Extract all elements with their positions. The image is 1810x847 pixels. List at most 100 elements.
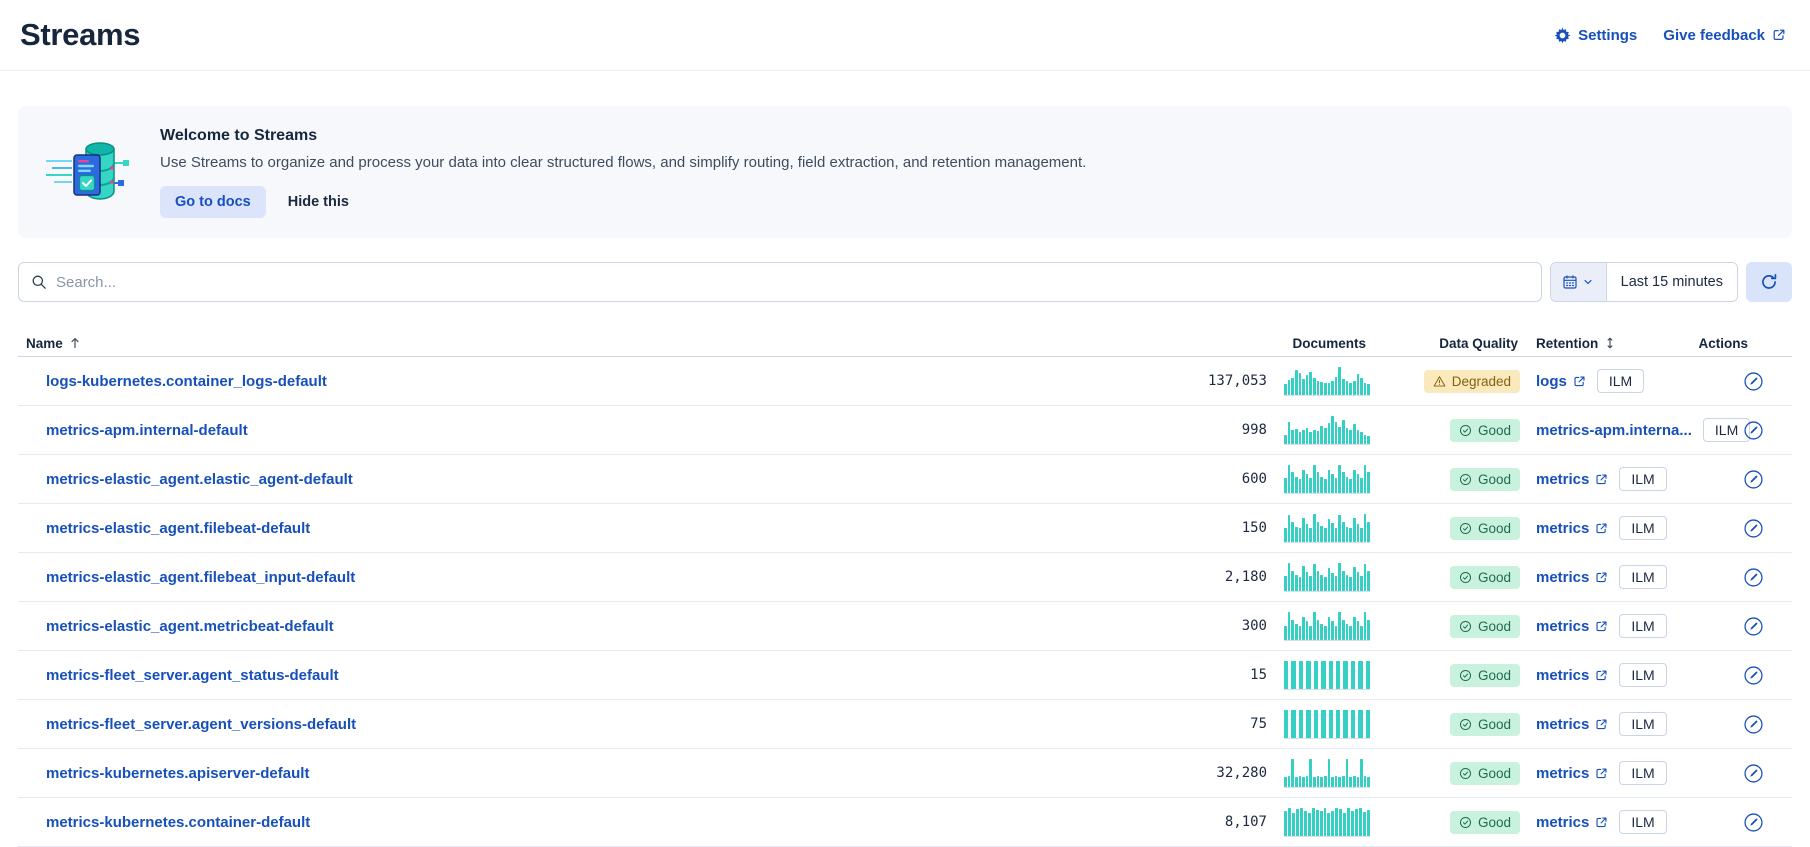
- column-header-name[interactable]: Name: [18, 336, 1070, 351]
- edit-circle-icon: [1744, 665, 1763, 685]
- retention-policy-link[interactable]: metrics: [1536, 667, 1608, 684]
- stream-name-link[interactable]: metrics-elastic_agent.elastic_agent-defa…: [46, 470, 353, 488]
- manage-stream-button[interactable]: [1744, 371, 1763, 391]
- welcome-banner: Welcome to Streams Use Streams to organi…: [18, 106, 1792, 238]
- manage-stream-button[interactable]: [1744, 518, 1763, 538]
- settings-link[interactable]: Settings: [1554, 27, 1637, 44]
- data-quality-badge: Good: [1449, 810, 1520, 834]
- data-quality-badge: Good: [1449, 712, 1520, 736]
- edit-circle-icon: [1744, 420, 1763, 440]
- streams-table: Name Documents Data Quality Retention: [18, 330, 1792, 847]
- stream-name-link[interactable]: metrics-apm.internal-default: [46, 421, 248, 439]
- page-title: Streams: [20, 17, 141, 52]
- retention-policy-label: metrics: [1536, 666, 1590, 684]
- table-row: metrics-kubernetes.apiserver-default 32,2…: [18, 749, 1792, 798]
- stream-name-link[interactable]: metrics-elastic_agent.filebeat_input-def…: [46, 568, 356, 586]
- manage-stream-button[interactable]: [1744, 616, 1763, 636]
- column-header-retention[interactable]: Retention: [1520, 336, 1732, 351]
- hide-this-button[interactable]: Hide this: [287, 193, 349, 210]
- external-link-icon: [1595, 718, 1608, 731]
- go-to-docs-button[interactable]: Go to docs: [160, 185, 266, 218]
- documents-count: 137,053: [1207, 373, 1267, 389]
- edit-circle-icon: [1744, 469, 1763, 489]
- stream-name-link[interactable]: metrics-kubernetes.apiserver-default: [46, 764, 310, 782]
- data-quality-label: Good: [1477, 471, 1511, 487]
- documents-sparkline: [1284, 660, 1371, 690]
- retention-policy-link[interactable]: metrics: [1536, 716, 1608, 733]
- manage-stream-button[interactable]: [1744, 665, 1763, 685]
- give-feedback-link[interactable]: Give feedback: [1663, 27, 1786, 44]
- manage-stream-button[interactable]: [1744, 812, 1763, 832]
- documents-sparkline: [1284, 807, 1370, 837]
- main-content: Welcome to Streams Use Streams to organi…: [0, 106, 1810, 847]
- data-quality-badge: Good: [1449, 565, 1520, 589]
- stream-name-link[interactable]: metrics-elastic_agent.filebeat-default: [46, 519, 311, 537]
- check-circle-icon: [1459, 571, 1472, 584]
- retention-policy-label: metrics: [1536, 568, 1590, 586]
- retention-policy-link[interactable]: metrics: [1536, 618, 1608, 635]
- manage-stream-button[interactable]: [1744, 469, 1763, 489]
- banner-actions: Go to docs Hide this: [160, 185, 1086, 218]
- table-row: metrics-elastic_agent.filebeat-default 15…: [18, 504, 1792, 553]
- date-picker: Last 15 minutes: [1549, 262, 1738, 302]
- retention-policy-link[interactable]: metrics: [1536, 814, 1608, 831]
- table-header: Name Documents Data Quality Retention: [18, 330, 1792, 357]
- banner-content: Welcome to Streams Use Streams to organi…: [160, 127, 1086, 218]
- ilm-badge: ILM: [1619, 810, 1667, 834]
- stream-name-link[interactable]: metrics-elastic_agent.metricbeat-default: [46, 617, 334, 635]
- stream-name-link[interactable]: logs-kubernetes.container_logs-default: [46, 372, 327, 390]
- retention-policy-link[interactable]: metrics: [1536, 765, 1608, 782]
- retention-policy-link[interactable]: metrics: [1536, 520, 1608, 537]
- stream-name-link[interactable]: metrics-fleet_server.agent_status-defaul…: [46, 666, 339, 684]
- warning-icon: [1433, 375, 1446, 388]
- data-quality-label: Good: [1477, 569, 1511, 585]
- external-link-icon: [1595, 571, 1608, 584]
- ilm-badge: ILM: [1702, 418, 1751, 442]
- stream-name-link[interactable]: metrics-fleet_server.agent_versions-defa…: [46, 715, 357, 733]
- manage-stream-button[interactable]: [1744, 420, 1763, 440]
- manage-stream-button[interactable]: [1744, 763, 1763, 783]
- search-icon: [31, 274, 47, 290]
- ilm-badge: ILM: [1596, 369, 1645, 393]
- edit-circle-icon: [1744, 812, 1763, 832]
- retention-policy-label: metrics: [1536, 470, 1590, 488]
- external-link-icon: [1595, 816, 1608, 829]
- manage-stream-button[interactable]: [1744, 567, 1763, 587]
- retention-policy-link[interactable]: metrics: [1536, 569, 1608, 586]
- refresh-button[interactable]: [1746, 262, 1792, 302]
- retention-policy-link[interactable]: metrics-apm.interna...: [1536, 422, 1692, 439]
- page-header: Streams Settings Give feedback: [0, 0, 1810, 71]
- data-quality-label: Good: [1477, 814, 1511, 830]
- data-quality-label: Degraded: [1451, 373, 1511, 389]
- retention-policy-label: metrics: [1536, 617, 1590, 635]
- documents-count: 8,107: [1224, 814, 1267, 830]
- table-row: metrics-apm.internal-default 998 Good metri…: [18, 406, 1792, 455]
- check-circle-icon: [1459, 718, 1472, 731]
- external-link-icon: [1595, 669, 1608, 682]
- controls-bar: Last 15 minutes: [18, 262, 1792, 302]
- time-range-button[interactable]: Last 15 minutes: [1606, 263, 1737, 301]
- stream-name-link[interactable]: metrics-kubernetes.container-default: [46, 813, 311, 831]
- retention-policy-link[interactable]: logs: [1536, 373, 1586, 390]
- ilm-badge: ILM: [1619, 614, 1667, 638]
- column-label-documents: Documents: [1292, 335, 1366, 351]
- retention-policy-link[interactable]: metrics: [1536, 471, 1608, 488]
- edit-circle-icon: [1744, 714, 1763, 734]
- external-link-icon: [1595, 767, 1608, 780]
- data-quality-label: Good: [1477, 520, 1511, 536]
- search-input[interactable]: [56, 273, 1529, 291]
- edit-circle-icon: [1744, 616, 1763, 636]
- table-row: metrics-fleet_server.agent_status-defaul…: [18, 651, 1792, 700]
- data-quality-badge: Good: [1449, 467, 1520, 491]
- quick-select-date-button[interactable]: [1550, 263, 1607, 301]
- ilm-badge: ILM: [1619, 516, 1667, 540]
- external-link-icon: [1573, 375, 1586, 388]
- column-header-documents: Documents: [1070, 336, 1370, 351]
- manage-stream-button[interactable]: [1744, 714, 1763, 734]
- check-circle-icon: [1459, 620, 1472, 633]
- documents-count: 2,180: [1224, 569, 1267, 585]
- chevron-down-icon: [1582, 276, 1594, 288]
- give-feedback-label: Give feedback: [1663, 26, 1765, 44]
- retention-policy-label: logs: [1536, 372, 1567, 390]
- table-row: metrics-fleet_server.agent_versions-defa…: [18, 700, 1792, 749]
